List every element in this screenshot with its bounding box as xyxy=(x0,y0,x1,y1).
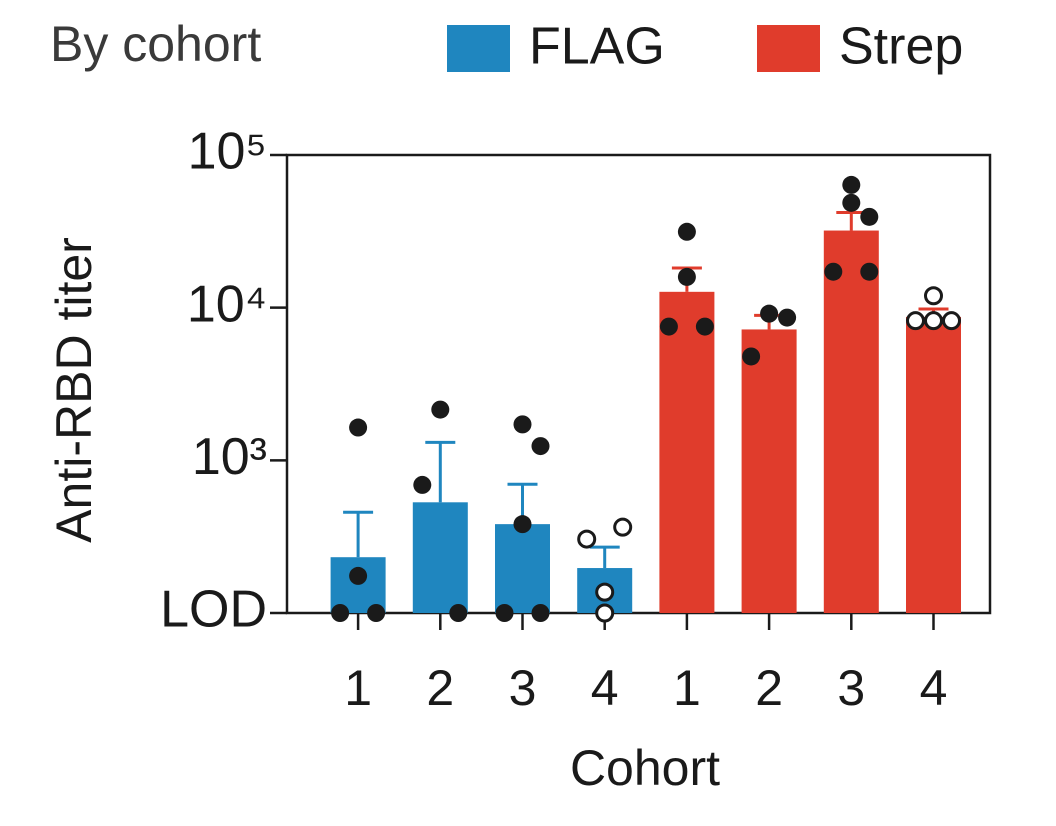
x-tick-label: 1 xyxy=(344,660,372,716)
data-point xyxy=(742,347,761,366)
y-tick-label: LOD xyxy=(160,581,267,639)
chart-title: By cohort xyxy=(50,16,261,72)
bar xyxy=(906,316,961,613)
data-point xyxy=(449,604,468,622)
data-point xyxy=(677,222,696,241)
bar xyxy=(823,230,879,613)
data-point xyxy=(860,262,879,281)
data-point xyxy=(824,262,843,281)
y-axis-title: Anti-RBD titer xyxy=(46,237,102,543)
data-point xyxy=(577,529,597,549)
data-point xyxy=(413,475,432,494)
data-point xyxy=(513,415,532,434)
x-tick-label: 2 xyxy=(755,660,783,716)
data-point xyxy=(760,304,779,323)
y-tick-label: 10⁵ xyxy=(188,123,267,181)
data-point xyxy=(695,317,714,336)
x-axis-title: Cohort xyxy=(570,740,720,796)
data-point xyxy=(942,311,961,331)
data-point xyxy=(613,517,633,537)
data-point xyxy=(431,400,450,419)
legend-swatch xyxy=(757,25,820,72)
bar xyxy=(330,557,386,613)
data-point xyxy=(367,604,386,622)
x-tick-label: 4 xyxy=(591,660,619,716)
data-point xyxy=(778,308,797,327)
bar xyxy=(659,291,715,613)
legend-label: Strep xyxy=(839,18,963,76)
x-tick-label: 1 xyxy=(673,660,701,716)
data-point xyxy=(860,207,879,226)
y-tick-label: 10⁴ xyxy=(187,275,267,333)
plot-frame xyxy=(285,153,992,615)
bar xyxy=(741,329,797,613)
data-point xyxy=(677,267,696,286)
data-point xyxy=(349,418,368,437)
legend-swatch xyxy=(447,25,510,72)
data-point xyxy=(331,604,350,622)
data-point xyxy=(659,317,678,336)
data-point xyxy=(349,566,368,585)
x-tick-label: 2 xyxy=(426,660,454,716)
data-point xyxy=(531,604,550,622)
x-tick-label: 3 xyxy=(837,660,865,716)
x-tick-label: 4 xyxy=(920,660,948,716)
data-point xyxy=(924,286,943,306)
data-point xyxy=(595,582,615,602)
data-point xyxy=(495,604,514,622)
bar xyxy=(412,502,468,613)
data-point xyxy=(842,193,861,212)
data-point xyxy=(531,437,550,456)
data-point xyxy=(513,515,532,534)
data-point xyxy=(595,603,615,623)
bar xyxy=(495,524,550,613)
y-tick-label: 10³ xyxy=(192,428,267,486)
legend-label: FLAG xyxy=(529,18,665,76)
data-point xyxy=(906,311,925,331)
x-tick-label: 3 xyxy=(509,660,537,716)
data-point xyxy=(924,311,943,331)
data-point xyxy=(842,175,861,194)
